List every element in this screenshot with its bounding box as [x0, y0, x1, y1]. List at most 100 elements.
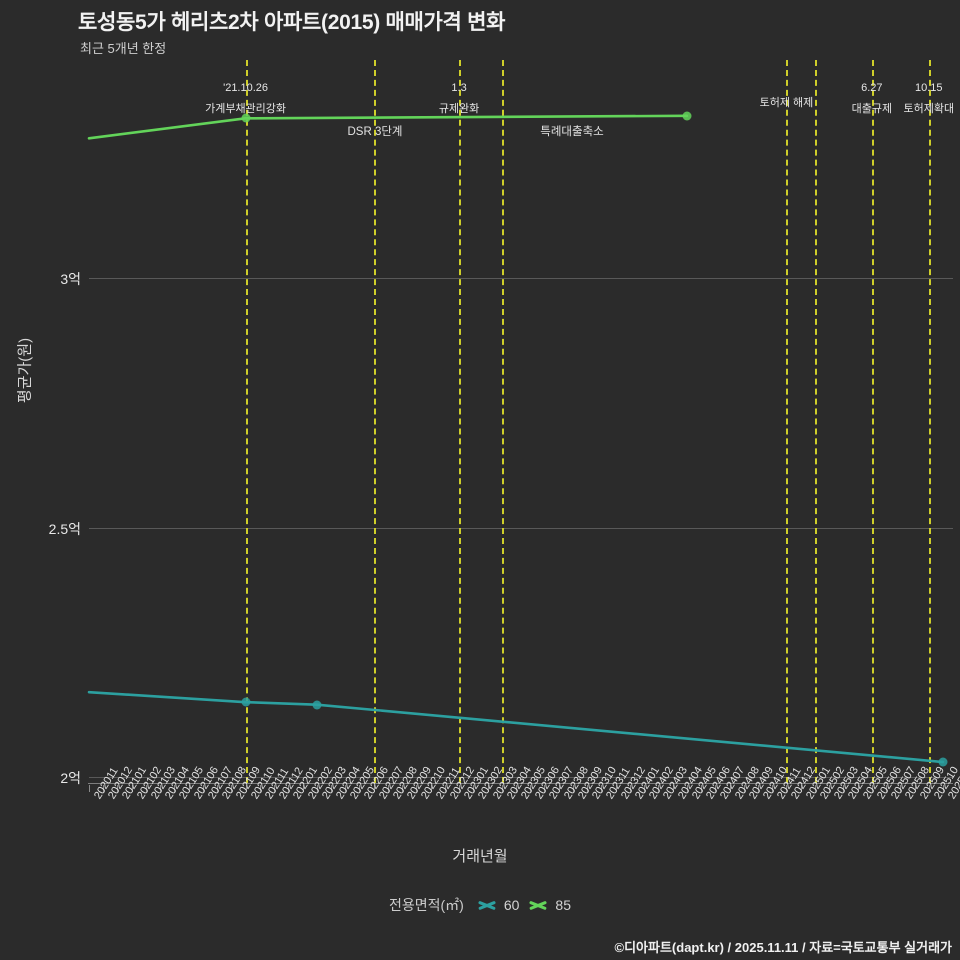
data-point-marker[interactable] — [938, 757, 948, 767]
event-line — [786, 60, 789, 783]
y-axis-title: 평균가(원) — [16, 337, 34, 404]
x-axis-tick — [615, 785, 617, 792]
x-axis-tick — [672, 785, 674, 792]
x-axis-tick — [501, 785, 503, 792]
event-label-date: 1.3 — [451, 82, 467, 94]
x-axis-tick — [829, 785, 831, 792]
x-axis-tick — [330, 785, 332, 792]
x-axis-tick — [231, 785, 233, 792]
x-axis-tick — [530, 785, 532, 792]
x-axis-tick — [757, 785, 759, 792]
y-axis-tick-label: 2억 — [60, 770, 81, 786]
event-label-text: 규제완화 — [438, 103, 480, 115]
y-axis-tick-label: 3억 — [60, 271, 81, 287]
inline-annotation: DSR 3단계 — [347, 126, 403, 138]
x-axis-tick — [89, 785, 90, 792]
page-title: 토성동5가 헤리츠2차 아파트(2015) 매매가격 변화 — [78, 11, 506, 34]
x-axis-tick — [572, 785, 574, 792]
x-axis-tick — [743, 785, 745, 792]
x-axis-tick — [629, 785, 631, 792]
x-axis-tick — [943, 785, 944, 792]
legend-title: 전용면적(㎡) — [388, 897, 464, 913]
x-axis-tick — [103, 785, 105, 792]
x-axis-tick — [914, 785, 916, 792]
x-axis-baseline — [88, 783, 953, 784]
y-axis-tick-label: 2.5억 — [48, 520, 81, 537]
x-axis-tick — [131, 785, 133, 792]
x-axis-tick — [274, 785, 276, 792]
event-label-text: 대출규제 — [851, 103, 893, 115]
x-axis-tick — [459, 785, 461, 792]
event-label-date: 6.27 — [861, 82, 883, 94]
data-point-marker[interactable] — [241, 697, 251, 707]
event-line — [814, 60, 817, 783]
data-point-marker[interactable] — [312, 700, 322, 710]
event-label-text: 토허제확대 — [903, 103, 955, 115]
x-axis-tick — [601, 785, 603, 792]
x-axis-tick — [302, 785, 304, 792]
x-axis-tick — [886, 785, 888, 792]
x-axis-tick — [857, 785, 859, 792]
legend-item-60[interactable]: 60 — [477, 897, 520, 913]
x-axis-tick — [117, 785, 119, 792]
event-line — [871, 60, 874, 783]
legend: 전용면적(㎡) 60 85 — [0, 895, 960, 915]
x-axis-tick — [544, 785, 546, 792]
data-point-marker[interactable] — [241, 113, 251, 123]
x-axis-tick — [487, 785, 489, 792]
x-axis-tick — [715, 785, 717, 792]
x-axis-tick — [359, 785, 361, 792]
x-axis-tick — [843, 785, 845, 792]
x-axis-tick — [160, 785, 162, 792]
legend-marker-icon-60 — [477, 897, 497, 913]
footer-credit: ©디아파트(dapt.kr) / 2025.11.11 / 자료=국토교통부 실… — [614, 940, 952, 955]
legend-item-85[interactable]: 85 — [528, 897, 571, 913]
x-axis-tick — [202, 785, 204, 792]
x-axis-tick — [259, 785, 261, 792]
x-axis-tick — [387, 785, 389, 792]
x-axis-tick — [217, 785, 219, 792]
x-axis-tick — [430, 785, 432, 792]
x-axis-tick — [587, 785, 589, 792]
x-axis-tick — [245, 785, 247, 792]
x-axis-tick — [786, 785, 788, 792]
x-axis-tick — [416, 785, 418, 792]
data-point-marker[interactable] — [682, 111, 692, 121]
x-axis-tick — [658, 785, 660, 792]
x-axis-tick — [900, 785, 902, 792]
event-line — [928, 60, 931, 783]
gridline — [89, 278, 953, 279]
x-axis-tick — [473, 785, 475, 792]
legend-marker-icon-85 — [528, 897, 548, 913]
event-line — [245, 60, 248, 783]
x-axis-tick — [558, 785, 560, 792]
x-axis-tick — [174, 785, 176, 792]
event-label-date: 10.15 — [915, 82, 943, 94]
x-axis-tick — [772, 785, 774, 792]
x-axis-tick — [145, 785, 147, 792]
legend-label-85: 85 — [555, 897, 571, 913]
x-axis-tick — [402, 785, 404, 792]
event-line — [501, 60, 504, 783]
x-axis-tick — [444, 785, 446, 792]
x-axis-tick — [701, 785, 703, 792]
x-axis-tick — [345, 785, 347, 792]
x-axis-tick — [814, 785, 816, 792]
x-axis-tick — [516, 785, 517, 792]
event-line — [459, 60, 462, 783]
gridline — [89, 777, 953, 778]
x-axis-tick — [644, 785, 646, 792]
x-axis-tick — [316, 785, 318, 792]
x-axis-tick — [800, 785, 802, 792]
event-label-text: 토허제 해제 — [759, 97, 814, 109]
x-axis-tick — [928, 785, 930, 792]
x-axis-tick — [729, 785, 731, 792]
page-subtitle: 최근 5개년 한정 — [80, 41, 167, 56]
event-label-date: '21.10.26 — [223, 82, 269, 94]
event-line — [373, 60, 376, 783]
x-axis-tick — [188, 785, 190, 792]
x-axis-title: 거래년월 — [452, 848, 508, 865]
x-axis-tick — [288, 785, 290, 792]
